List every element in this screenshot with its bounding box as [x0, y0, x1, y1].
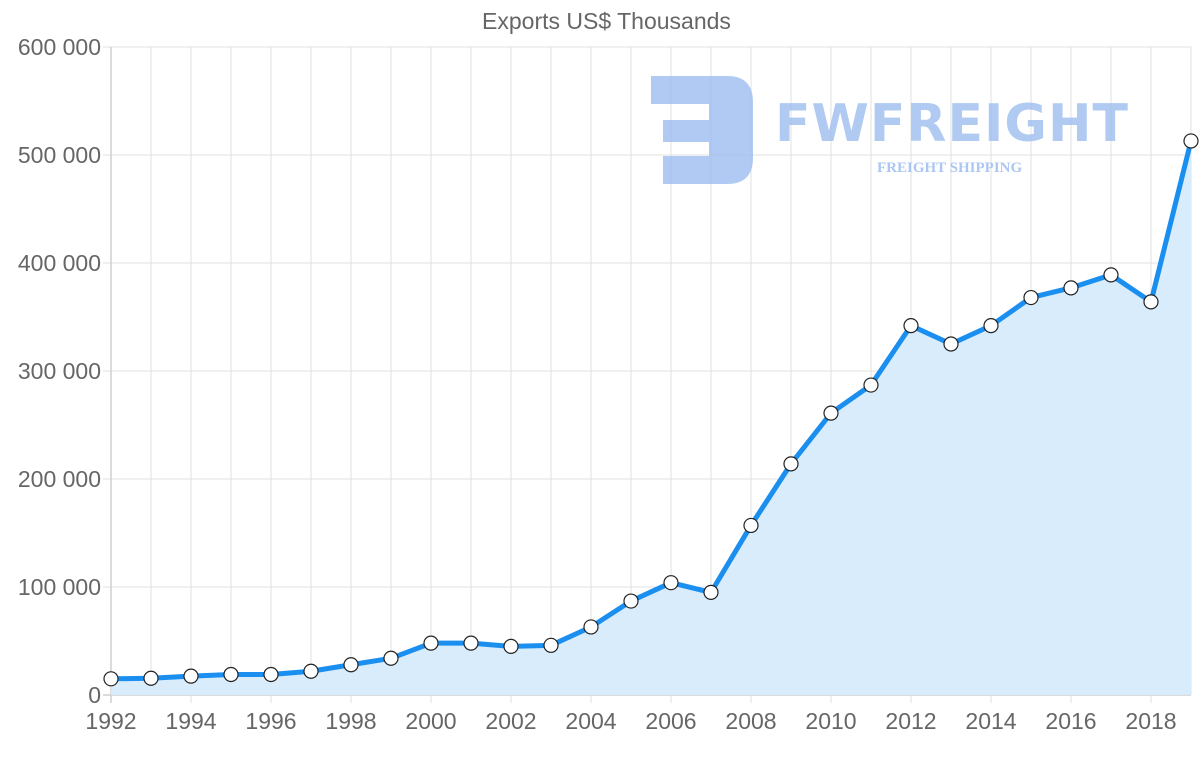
data-point[interactable]	[383, 650, 399, 666]
data-point[interactable]	[823, 405, 839, 421]
y-tick-label: 100 000	[18, 574, 101, 600]
data-point[interactable]	[583, 619, 599, 635]
x-axis-ticks: 1992 1994 1996 1998 2000 2002 2004 2006 2008 2010…	[85, 708, 1176, 734]
x-tick-label: 2008	[725, 708, 776, 734]
data-point[interactable]	[663, 575, 679, 591]
y-tick-label: 200 000	[18, 466, 101, 492]
data-point[interactable]	[943, 336, 959, 352]
data-line	[110, 140, 1194, 682]
data-point[interactable]	[1103, 267, 1119, 283]
x-tick-label: 1992	[85, 708, 136, 734]
data-point[interactable]	[903, 318, 919, 334]
data-point[interactable]	[343, 657, 359, 673]
data-point[interactable]	[743, 517, 759, 534]
x-tick-label: 2016	[1045, 708, 1096, 734]
y-axis-ticks: 0 100 000 200 000 300 000 400 000 500 000 600 …	[18, 34, 101, 708]
data-point[interactable]	[703, 584, 719, 601]
data-point[interactable]	[1183, 133, 1199, 149]
x-tick-label: 2000	[405, 708, 456, 734]
x-tick-label: 1994	[165, 708, 216, 734]
data-point[interactable]	[783, 456, 799, 472]
y-tick-label: 400 000	[18, 250, 101, 276]
data-point[interactable]	[143, 670, 159, 686]
y-tick-label: 300 000	[18, 358, 101, 384]
x-tick-label: 2006	[645, 708, 696, 734]
x-tick-label: 1998	[325, 708, 376, 734]
x-tick-label: 2018	[1125, 708, 1176, 734]
y-tick-label: 600 000	[18, 34, 101, 60]
x-tick-label: 1996	[245, 708, 296, 734]
data-point[interactable]	[503, 638, 519, 655]
data-point[interactable]	[463, 635, 479, 651]
chart-title: Exports US$ Thousands	[482, 8, 731, 34]
data-point[interactable]	[223, 666, 239, 683]
x-tick-label: 2004	[565, 708, 616, 734]
data-point[interactable]	[983, 318, 999, 334]
data-point[interactable]	[623, 593, 639, 609]
x-tick-label: 2014	[965, 708, 1016, 734]
data-point[interactable]	[543, 637, 559, 653]
data-point[interactable]	[1063, 280, 1079, 296]
x-tick-label: 2010	[805, 708, 856, 734]
data-point[interactable]	[103, 671, 119, 687]
y-tick-label: 500 000	[18, 142, 101, 168]
data-point[interactable]	[1143, 294, 1159, 310]
data-point[interactable]	[1023, 289, 1039, 306]
area-fill	[111, 140, 1191, 695]
data-point[interactable]	[303, 663, 319, 679]
data-points	[103, 133, 1199, 687]
data-point[interactable]	[423, 635, 439, 651]
data-point[interactable]	[863, 377, 879, 393]
x-tick-label: 2002	[485, 708, 536, 734]
y-tick-label: 0	[88, 682, 101, 708]
data-point[interactable]	[263, 666, 279, 683]
data-point[interactable]	[183, 668, 199, 684]
x-tick-label: 2012	[885, 708, 936, 734]
